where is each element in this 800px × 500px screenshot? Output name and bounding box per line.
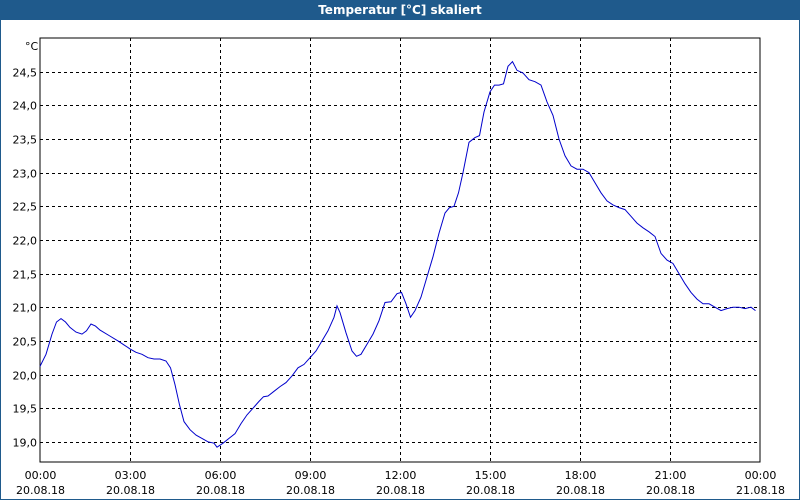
- x-tick-time-label: 03:00: [115, 469, 147, 482]
- grid-lines: [40, 38, 760, 462]
- x-tick-date-label: 20.08.18: [376, 484, 425, 497]
- x-tick-date-label: 20.08.18: [286, 484, 335, 497]
- temperature-series-line: [39, 60, 756, 448]
- x-tick-date-label: 20.08.18: [16, 484, 65, 497]
- x-tick-date-label: 20.08.18: [196, 484, 245, 497]
- y-tick-label: 21,0: [13, 302, 38, 315]
- x-tick-time-label: 18:00: [565, 469, 597, 482]
- y-tick-label: 19,5: [13, 403, 38, 416]
- y-tick-label: 20,5: [13, 336, 38, 349]
- x-tick-date-label: 20.08.18: [106, 484, 155, 497]
- x-tick-time-label: 21:00: [655, 469, 687, 482]
- x-tick-time-label: 12:00: [385, 469, 417, 482]
- x-tick-time-label: 09:00: [295, 469, 327, 482]
- y-tick-label: 22,0: [13, 235, 38, 248]
- y-tick-label: 24,0: [13, 100, 38, 113]
- x-tick-time-label: 00:00: [745, 469, 777, 482]
- x-tick-time-label: 06:00: [205, 469, 237, 482]
- y-tick-label: 23,5: [13, 134, 38, 147]
- x-axis-ticks: 00:00 20.08.18 03:00 20.08.18 06:00 20.08.18 0…: [16, 469, 785, 497]
- y-tick-label: 20,0: [13, 370, 38, 383]
- x-tick-date-label: 20.08.18: [556, 484, 605, 497]
- x-tick-time-label: 15:00: [475, 469, 507, 482]
- x-tick-date-label: 21.08.18: [736, 484, 785, 497]
- x-tick-date-label: 20.08.18: [466, 484, 515, 497]
- y-tick-label: 21,5: [13, 269, 38, 282]
- x-tick-date-label: 20.08.18: [646, 484, 695, 497]
- y-tick-label: 23,0: [13, 168, 38, 181]
- x-tick-time-label: 00:00: [25, 469, 57, 482]
- y-axis-ticks: 24,5 24,0 23,5 23,0 22,5 22,0 21,5 21,0 20,5 20,0…: [13, 67, 38, 450]
- y-tick-label: 24,5: [13, 67, 38, 80]
- y-tick-label: 19,0: [13, 437, 38, 450]
- window-title: Temperatur [°C] skaliert: [0, 0, 800, 20]
- y-axis-unit-label: °C: [25, 40, 39, 53]
- y-tick-label: 22,5: [13, 201, 38, 214]
